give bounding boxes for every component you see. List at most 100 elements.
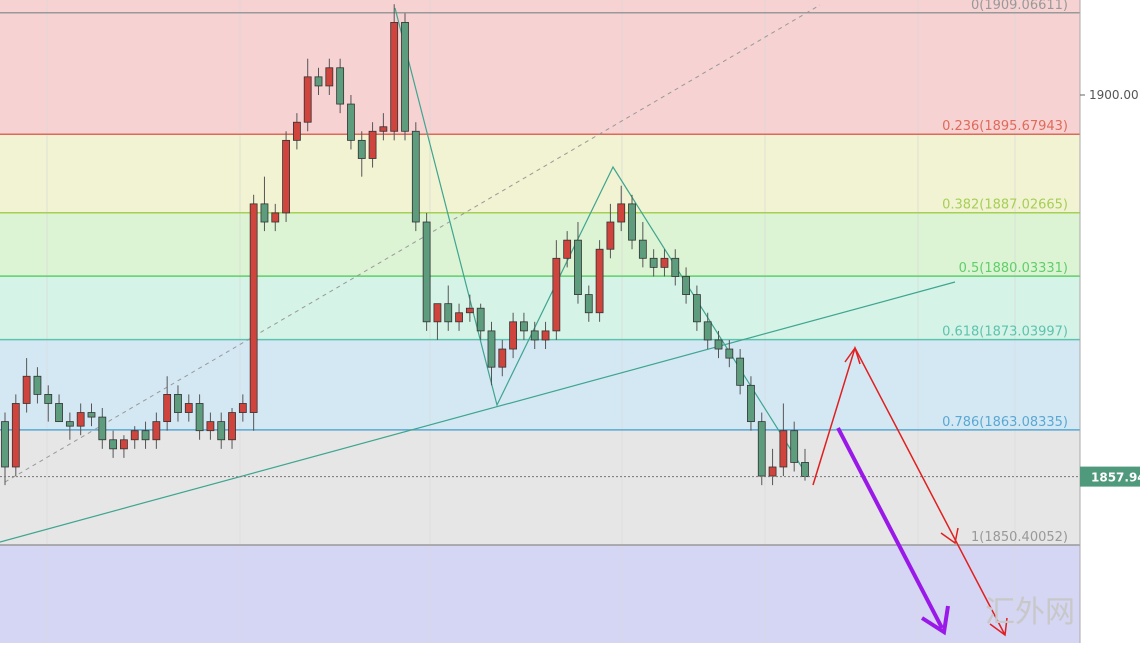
candle-body bbox=[617, 203, 626, 223]
candle-body bbox=[260, 203, 269, 223]
candle-body bbox=[22, 375, 31, 404]
candle-body bbox=[714, 339, 723, 350]
candle-body bbox=[671, 257, 680, 277]
candle-body bbox=[238, 403, 247, 413]
candle-body bbox=[725, 348, 734, 359]
candle-body bbox=[76, 412, 85, 427]
candle-body bbox=[455, 312, 463, 323]
candle-body bbox=[682, 276, 690, 295]
fib-label: 0.786(1863.08335) bbox=[942, 415, 1068, 430]
candle-body bbox=[152, 421, 161, 441]
candle-body bbox=[303, 76, 312, 123]
candle-body bbox=[552, 257, 561, 332]
candle-body bbox=[347, 103, 355, 141]
candle-body bbox=[141, 430, 150, 441]
candle-body bbox=[217, 421, 226, 441]
last-price-box bbox=[1080, 466, 1140, 487]
candle-body bbox=[206, 421, 215, 432]
fib-label: 0.5(1880.03331) bbox=[959, 261, 1068, 276]
candle-body bbox=[401, 22, 409, 132]
candle-body bbox=[314, 76, 323, 87]
candle-body bbox=[11, 403, 20, 468]
fib-band bbox=[0, 276, 1080, 340]
candle-body bbox=[87, 412, 96, 418]
arrow-head bbox=[940, 527, 959, 545]
fib-label: 0.236(1895.67943) bbox=[942, 119, 1068, 134]
candle-body bbox=[44, 394, 53, 404]
candle-body bbox=[422, 221, 431, 323]
candle-body bbox=[509, 321, 518, 350]
arrow-head bbox=[844, 346, 861, 365]
candle-body bbox=[120, 439, 128, 450]
fib-label: 0.382(1887.02665) bbox=[942, 198, 1068, 213]
candle-body bbox=[498, 348, 507, 368]
candle-body bbox=[55, 403, 63, 423]
candle-body bbox=[530, 330, 539, 341]
y-tick-label: 1900.00 bbox=[1089, 88, 1139, 102]
candle-body bbox=[476, 307, 485, 332]
candle-body bbox=[336, 67, 345, 105]
candle-body bbox=[357, 139, 366, 159]
arrow-head bbox=[989, 617, 1008, 637]
candle-body bbox=[130, 430, 139, 441]
candle-body bbox=[174, 394, 182, 413]
candle-body bbox=[563, 239, 572, 259]
candle-body bbox=[390, 22, 399, 132]
candle-body bbox=[606, 221, 615, 250]
candle-body bbox=[747, 384, 755, 423]
forecast-arrows bbox=[812, 346, 1008, 637]
fib-band bbox=[0, 429, 1080, 546]
y-axis: 1900.00 1857.94 bbox=[1080, 88, 1140, 487]
candle-body bbox=[541, 330, 550, 341]
candle-body bbox=[638, 239, 647, 259]
candle-body bbox=[109, 439, 118, 450]
fib-band bbox=[0, 12, 1080, 135]
candle-body bbox=[757, 421, 766, 477]
fib-label: 0(1909.06611) bbox=[971, 0, 1068, 13]
candle-body bbox=[736, 357, 745, 386]
price-axis-bg bbox=[1080, 0, 1140, 643]
candle-body bbox=[790, 430, 799, 463]
trendline bbox=[0, 281, 956, 543]
candle-body bbox=[163, 394, 172, 423]
candle-body bbox=[65, 421, 74, 427]
candle-body bbox=[595, 248, 604, 314]
arrow-head bbox=[920, 605, 950, 636]
fib-band bbox=[0, 0, 1080, 13]
candle-body bbox=[325, 67, 334, 87]
candle-body bbox=[660, 257, 669, 268]
last-price-label: 1857.94 bbox=[1091, 471, 1140, 485]
candle-body bbox=[271, 212, 280, 223]
candle-body bbox=[801, 462, 809, 478]
fib-lines: 0(1909.06611) 0.236(1895.67943) 0.382(1887… bbox=[0, 0, 1080, 546]
candle-body bbox=[292, 121, 301, 141]
candle-body bbox=[703, 321, 712, 341]
fib-band bbox=[0, 212, 1080, 277]
candle-body bbox=[379, 126, 388, 132]
candle-body bbox=[33, 375, 42, 395]
candle-body bbox=[98, 416, 107, 441]
candle-body bbox=[465, 307, 474, 314]
candle-body bbox=[692, 294, 701, 323]
candle-body bbox=[368, 130, 377, 159]
candle-body bbox=[520, 321, 528, 332]
candle-body bbox=[444, 303, 453, 323]
candle-body bbox=[487, 330, 496, 368]
candle-body bbox=[628, 203, 636, 241]
candle-body bbox=[433, 303, 442, 323]
candles bbox=[1, 4, 809, 486]
candle-body bbox=[228, 412, 236, 441]
candle-body bbox=[584, 294, 593, 314]
candle-body bbox=[1, 421, 9, 468]
candle-body bbox=[411, 130, 420, 223]
candle-body bbox=[195, 403, 204, 432]
vertical-grid bbox=[46, 0, 1016, 643]
candle-body bbox=[184, 403, 193, 413]
candle-body bbox=[249, 203, 258, 413]
dashed-trendline bbox=[4, 4, 821, 483]
fib-band bbox=[0, 545, 1080, 643]
candle-body bbox=[779, 430, 788, 468]
watermark: 汇外网 bbox=[985, 595, 1075, 630]
fib-band bbox=[0, 134, 1080, 213]
